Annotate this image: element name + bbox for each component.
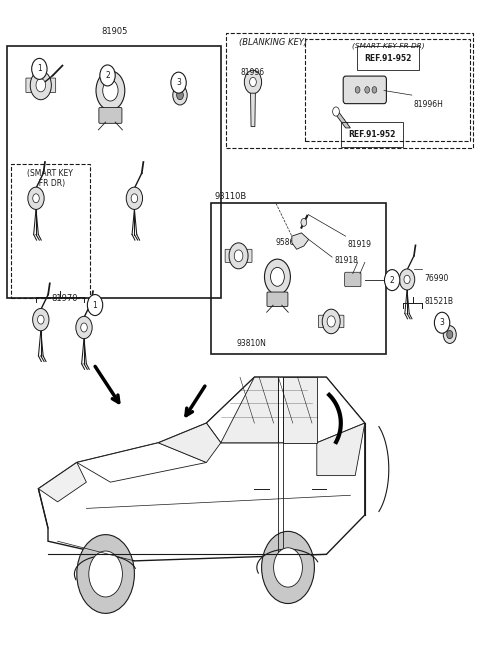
Polygon shape [158, 423, 221, 462]
Circle shape [33, 308, 49, 331]
Polygon shape [251, 93, 255, 127]
Circle shape [171, 72, 186, 93]
Circle shape [271, 268, 284, 286]
Text: 1: 1 [93, 300, 97, 310]
Circle shape [274, 548, 302, 587]
Text: 81905: 81905 [101, 27, 127, 36]
Polygon shape [77, 443, 206, 482]
Circle shape [322, 309, 340, 334]
FancyBboxPatch shape [319, 315, 324, 327]
Text: 81996: 81996 [241, 68, 265, 77]
Text: 76990: 76990 [424, 274, 449, 283]
Circle shape [327, 316, 335, 327]
FancyBboxPatch shape [225, 249, 230, 262]
Circle shape [173, 85, 187, 105]
Circle shape [384, 270, 400, 291]
Text: (SMART KEY
  FR DR): (SMART KEY FR DR) [27, 169, 73, 188]
Circle shape [76, 316, 92, 338]
Bar [211, 203, 386, 354]
Circle shape [96, 71, 125, 110]
Bar [7, 46, 221, 298]
Circle shape [262, 531, 314, 604]
Text: 81918: 81918 [335, 256, 359, 265]
Polygon shape [334, 112, 350, 128]
Circle shape [399, 269, 415, 290]
Bar [226, 33, 473, 148]
Text: 93810N: 93810N [237, 338, 266, 348]
Text: (BLANKING KEY): (BLANKING KEY) [239, 38, 307, 47]
Text: 81521B: 81521B [424, 297, 453, 306]
Circle shape [37, 315, 44, 324]
Text: 81970: 81970 [51, 294, 78, 303]
Circle shape [28, 187, 44, 209]
Polygon shape [221, 377, 278, 443]
Polygon shape [292, 233, 309, 249]
FancyBboxPatch shape [50, 78, 56, 92]
FancyBboxPatch shape [26, 78, 32, 92]
Polygon shape [38, 377, 365, 561]
Circle shape [355, 87, 360, 93]
Text: 2: 2 [105, 71, 110, 80]
Circle shape [32, 58, 47, 79]
Text: 3: 3 [440, 318, 444, 327]
Text: 1: 1 [37, 64, 42, 73]
Circle shape [444, 325, 456, 344]
Circle shape [100, 65, 115, 86]
Circle shape [36, 79, 46, 92]
Text: REF.91-952: REF.91-952 [348, 130, 396, 139]
Polygon shape [38, 462, 86, 502]
Circle shape [229, 243, 248, 269]
Text: 81996H: 81996H [414, 100, 444, 109]
Text: 2: 2 [390, 276, 395, 285]
Circle shape [372, 87, 377, 93]
Circle shape [447, 331, 453, 338]
Circle shape [250, 77, 256, 87]
Polygon shape [283, 377, 317, 443]
Bar [305, 39, 470, 141]
Circle shape [434, 312, 450, 333]
Text: 81919: 81919 [348, 239, 372, 249]
Circle shape [30, 71, 51, 100]
FancyBboxPatch shape [247, 249, 252, 262]
Polygon shape [206, 377, 365, 443]
Circle shape [131, 194, 138, 203]
Circle shape [126, 187, 143, 209]
Circle shape [301, 218, 307, 226]
Circle shape [89, 551, 122, 597]
Circle shape [87, 295, 103, 316]
Circle shape [234, 250, 243, 262]
FancyBboxPatch shape [267, 292, 288, 306]
Circle shape [404, 276, 410, 283]
Text: (SMART KEY FR DR): (SMART KEY FR DR) [351, 43, 424, 49]
Text: 3: 3 [176, 78, 181, 87]
Circle shape [333, 107, 339, 116]
Circle shape [244, 70, 262, 94]
Polygon shape [317, 423, 365, 476]
Circle shape [81, 323, 87, 332]
Text: 95860A: 95860A [276, 238, 305, 247]
Text: REF.91-952: REF.91-952 [364, 54, 411, 63]
Circle shape [264, 259, 290, 295]
FancyBboxPatch shape [339, 315, 344, 327]
Circle shape [365, 87, 370, 93]
FancyBboxPatch shape [345, 272, 361, 287]
Bar [11, 164, 90, 298]
Circle shape [77, 535, 134, 613]
Circle shape [33, 194, 39, 203]
Text: 93110B: 93110B [215, 192, 247, 201]
FancyBboxPatch shape [99, 108, 122, 123]
FancyBboxPatch shape [343, 76, 386, 104]
Circle shape [103, 80, 118, 101]
Circle shape [177, 91, 183, 100]
